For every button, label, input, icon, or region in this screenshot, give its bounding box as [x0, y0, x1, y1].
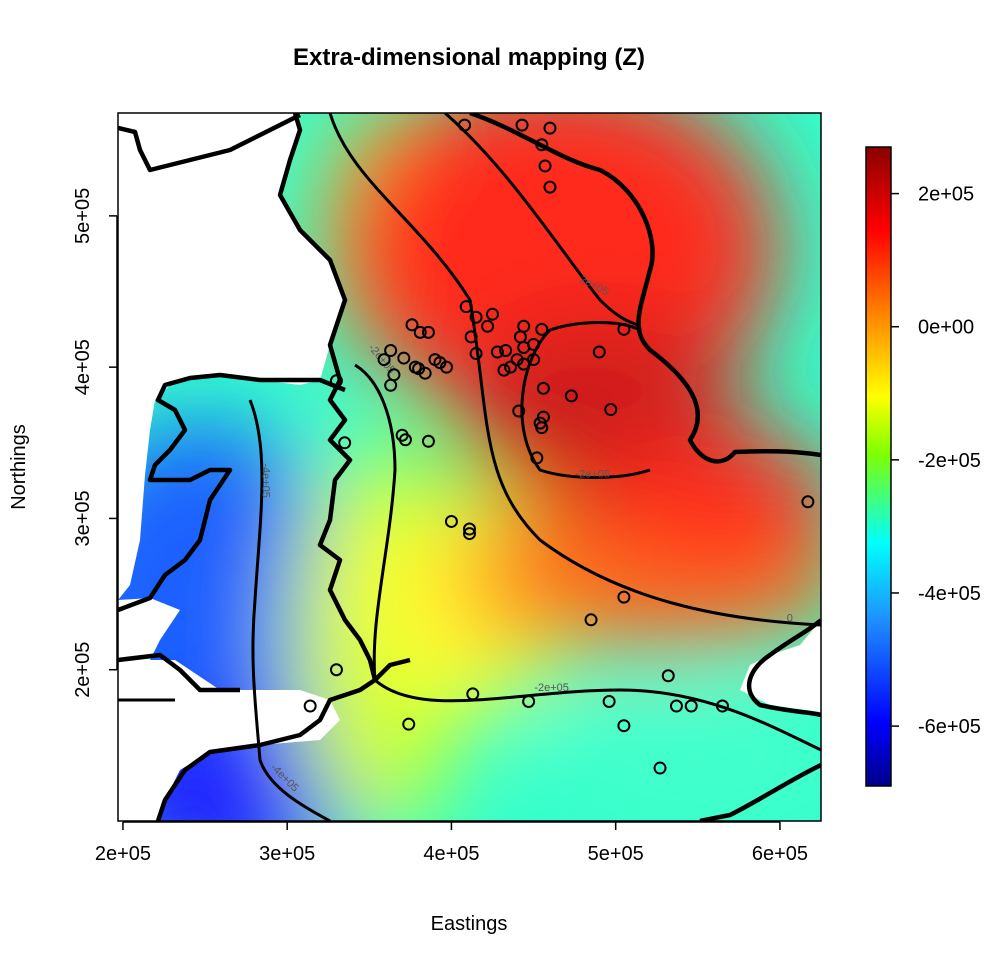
data-point-27 — [421, 325, 435, 339]
colorbar-tick-label-0: 2e+05 — [918, 184, 974, 206]
colorbar-tick-label-1: 0e+00 — [918, 317, 974, 339]
data-point-57 — [617, 590, 631, 604]
data-point-48 — [530, 451, 544, 465]
data-point-7 — [485, 307, 499, 321]
data-point-51 — [398, 433, 412, 447]
x-axis-label: Eastings — [431, 913, 508, 935]
colorbar: 2e+05 0e+00 -2e+05 -4e+05 -6e+05 — [865, 146, 981, 787]
x-tick-label-3: 5e+05 — [588, 843, 644, 865]
data-point-21 — [490, 345, 504, 359]
data-point-43 — [604, 403, 618, 417]
data-point-22 — [469, 347, 483, 361]
coastline — [118, 113, 821, 821]
data-point-50 — [421, 434, 435, 448]
data-point-61 — [466, 687, 480, 701]
y-tick-label-1: 3e+05 — [72, 490, 94, 546]
data-point-20 — [464, 330, 478, 344]
data-point-15 — [499, 344, 513, 358]
colorbar-gradient — [865, 146, 892, 787]
data-point-23 — [504, 360, 518, 374]
data-point-44 — [512, 404, 526, 418]
data-point-40 — [329, 374, 343, 388]
y-axis-label: Northings — [8, 424, 30, 510]
data-point-35 — [408, 360, 422, 374]
contour-label-3: -4e+05 — [260, 463, 272, 498]
data-point-69 — [715, 699, 729, 713]
colorbar-tick-label-3: -4e+05 — [918, 583, 981, 605]
data-point-28 — [413, 325, 427, 339]
data-point-6 — [459, 300, 473, 314]
data-points — [303, 118, 815, 775]
data-point-64 — [602, 694, 616, 708]
data-point-29 — [377, 353, 391, 367]
data-point-70 — [653, 761, 667, 775]
data-point-19 — [617, 322, 631, 336]
data-point-68 — [684, 699, 698, 713]
data-point-31 — [397, 351, 411, 365]
data-point-56 — [801, 495, 815, 509]
data-point-54 — [463, 522, 476, 536]
data-point-66 — [661, 669, 675, 683]
y-tick-label-3: 5e+05 — [72, 188, 94, 244]
data-point-4 — [538, 159, 552, 173]
data-point-8 — [469, 310, 483, 324]
data-point-0 — [458, 118, 472, 132]
colorbar-tick-label-4: -6e+05 — [918, 716, 981, 738]
data-point-42 — [564, 389, 578, 403]
plot-frame — [117, 112, 822, 822]
data-point-26 — [405, 318, 419, 332]
y-tick-label-2: 4e+05 — [72, 339, 94, 395]
data-point-2 — [543, 121, 557, 135]
data-point-1 — [515, 118, 529, 132]
data-point-41 — [536, 381, 550, 395]
x-axis: 2e+05 3e+05 4e+05 5e+05 6e+05 — [95, 821, 808, 865]
data-point-55 — [463, 527, 476, 541]
data-point-9 — [481, 319, 495, 333]
data-point-11 — [535, 322, 549, 336]
x-tick-label-2: 4e+05 — [423, 843, 479, 865]
data-point-60 — [329, 663, 343, 677]
data-point-24 — [517, 357, 531, 371]
data-point-18 — [592, 345, 606, 359]
data-point-25 — [497, 363, 511, 377]
x-tick-label-1: 3e+05 — [259, 843, 315, 865]
data-point-52 — [338, 436, 352, 450]
data-point-3 — [535, 138, 549, 152]
data-point-65 — [617, 719, 631, 733]
data-point-36 — [418, 366, 432, 380]
y-axis: 2e+05 3e+05 4e+05 5e+05 — [72, 188, 118, 698]
colorbar-ticks: 2e+05 0e+00 -2e+05 -4e+05 -6e+05 — [891, 184, 981, 738]
data-point-53 — [444, 514, 458, 528]
contour-lines — [118, 113, 821, 821]
data-point-62 — [402, 717, 416, 731]
data-point-59 — [303, 699, 317, 713]
data-point-5 — [543, 180, 557, 194]
chart-title: Extra-dimensional mapping (Z) — [293, 44, 645, 71]
contour-label-5: -2e+05 — [534, 682, 569, 694]
x-tick-label-4: 6e+05 — [752, 843, 808, 865]
data-point-63 — [522, 694, 536, 708]
data-point-67 — [669, 699, 683, 713]
contour-label-4: 0 — [787, 612, 793, 624]
data-point-58 — [584, 613, 598, 627]
data-point-30 — [384, 344, 398, 358]
x-tick-label-0: 2e+05 — [95, 843, 151, 865]
contour-label-2: -2e+05 — [575, 469, 610, 481]
colorbar-tick-label-2: -2e+05 — [918, 450, 981, 472]
data-point-14 — [517, 340, 531, 354]
y-tick-label-0: 2e+05 — [72, 642, 94, 698]
data-point-37 — [440, 360, 454, 374]
data-point-47 — [535, 421, 549, 435]
plot-area: 2e+05-2e+05-2e+05-4e+050-2e+05-4e+05 — [117, 112, 822, 822]
data-point-39 — [387, 368, 401, 382]
